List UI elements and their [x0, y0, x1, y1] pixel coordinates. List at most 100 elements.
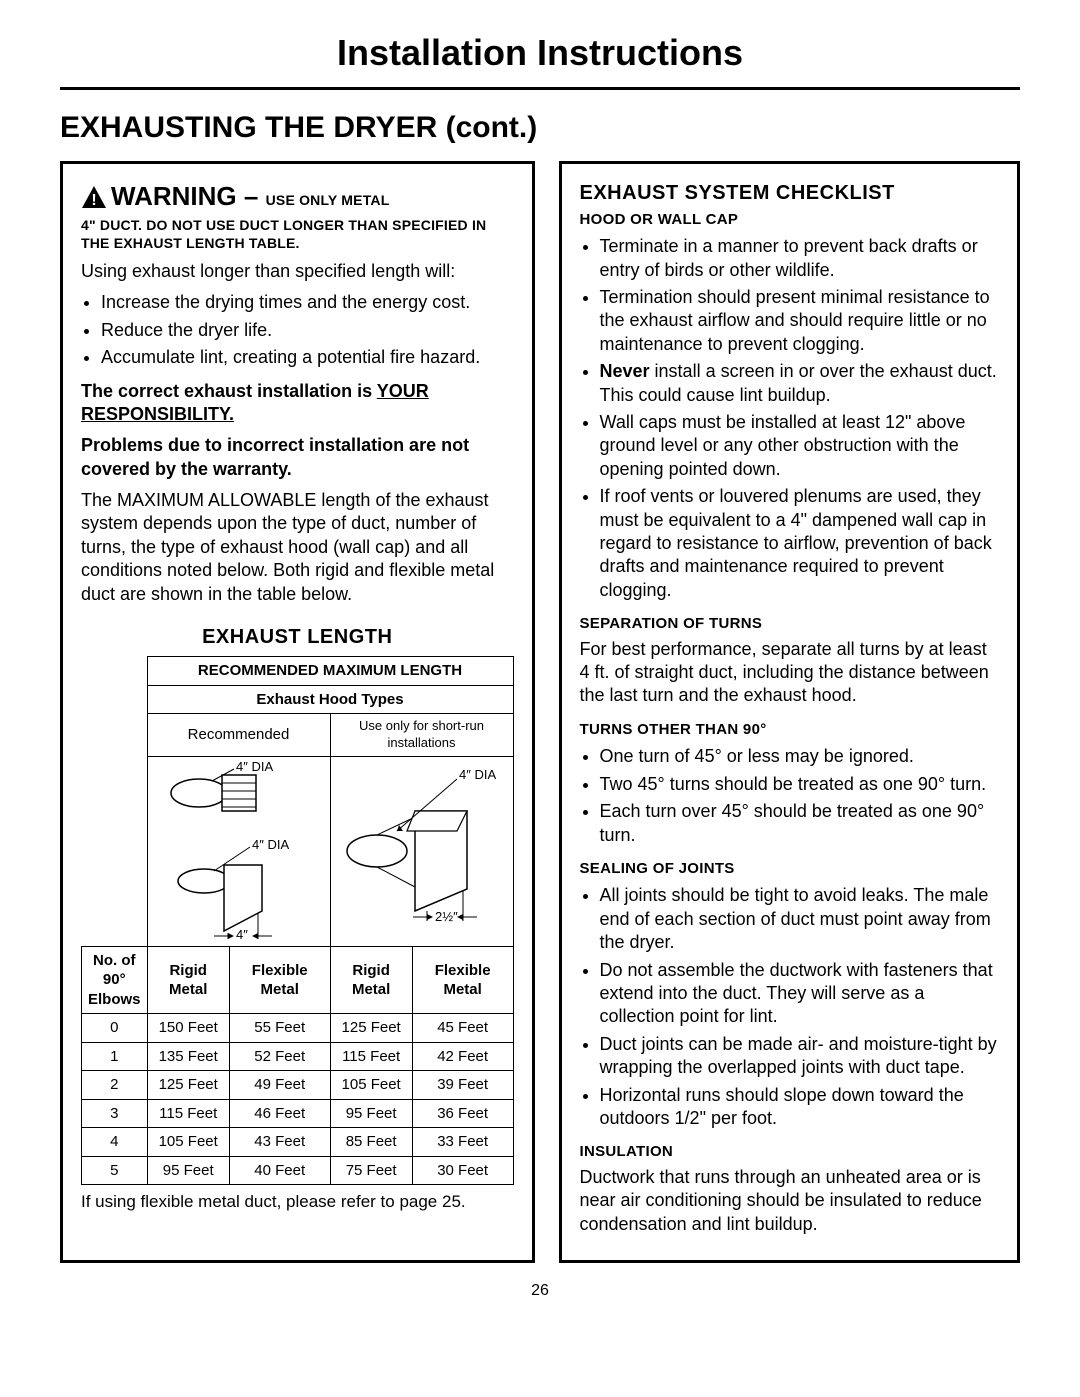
warning-triangle-icon: !: [81, 185, 107, 209]
never-rest: install a screen in or over the exhaust …: [600, 361, 997, 404]
seal-sub: SEALING OF JOINTS: [580, 859, 1000, 879]
seal-bullets: All joints should be tight to avoid leak…: [580, 884, 1000, 1130]
warning-block: ! WARNING – USE ONLY METAL 4" DUCT. DO N…: [81, 180, 514, 252]
svg-text:4″ DIA: 4″ DIA: [459, 767, 496, 782]
col-left-label: Recommended: [147, 714, 330, 757]
table-cell: 115 Feet: [330, 1042, 412, 1071]
table-row: 4105 Feet43 Feet85 Feet33 Feet: [82, 1128, 514, 1157]
table-cell: 55 Feet: [229, 1014, 330, 1043]
warning-bullets: Increase the drying times and the energy…: [81, 291, 514, 369]
table-footnote: If using flexible metal duct, please ref…: [81, 1191, 514, 1213]
hood-bullets: Terminate in a manner to prevent back dr…: [580, 235, 1000, 602]
intro-text: Using exhaust longer than specified leng…: [81, 260, 514, 283]
table-cell: 3: [82, 1099, 148, 1128]
table-cell: 52 Feet: [229, 1042, 330, 1071]
table-cell: 43 Feet: [229, 1128, 330, 1157]
list-item: All joints should be tight to avoid leak…: [600, 884, 1000, 954]
right-column: EXHAUST SYSTEM CHECKLIST HOOD OR WALL CA…: [559, 161, 1021, 1263]
horizontal-rule: [60, 87, 1020, 90]
section-heading: EXHAUSTING THE DRYER (cont.): [60, 108, 1020, 147]
th-rigid1: Rigid Metal: [147, 946, 229, 1014]
table-cell: 75 Feet: [330, 1156, 412, 1185]
sep-body: For best performance, separate all turns…: [580, 638, 1000, 708]
svg-text:2½″: 2½″: [435, 909, 458, 924]
list-item: Increase the drying times and the energy…: [101, 291, 514, 314]
warning-line2: 4" DUCT. DO NOT USE DUCT LONGER THAN SPE…: [81, 216, 514, 252]
table-cell: 46 Feet: [229, 1099, 330, 1128]
table-cell: 95 Feet: [330, 1099, 412, 1128]
table-cell: 85 Feet: [330, 1128, 412, 1157]
table-row: 595 Feet40 Feet75 Feet30 Feet: [82, 1156, 514, 1185]
table-cell: 0: [82, 1014, 148, 1043]
th-flex1: Flexible Metal: [229, 946, 330, 1014]
dia-label: 4″ DIA: [236, 761, 273, 774]
table-cell: 1: [82, 1042, 148, 1071]
table-row: 1135 Feet52 Feet115 Feet42 Feet: [82, 1042, 514, 1071]
responsibility-pre: The correct exhaust installation is: [81, 381, 377, 401]
page-title: Installation Instructions: [60, 30, 1020, 77]
hood-svg-right: 4″ DIA 2½″: [337, 761, 507, 941]
insul-body: Ductwork that runs through an unheated a…: [580, 1166, 1000, 1236]
turns-sub: TURNS OTHER THAN 90°: [580, 720, 1000, 740]
table-cell: 49 Feet: [229, 1071, 330, 1100]
exhaust-length-heading: EXHAUST LENGTH: [81, 624, 514, 650]
table-cell: 150 Feet: [147, 1014, 229, 1043]
table-cell: 36 Feet: [412, 1099, 513, 1128]
svg-text:4″ DIA: 4″ DIA: [252, 837, 289, 852]
th-flex2: Flexible Metal: [412, 946, 513, 1014]
hood-sub: HOOD OR WALL CAP: [580, 210, 1000, 230]
list-item: Horizontal runs should slope down toward…: [600, 1084, 1000, 1131]
list-item: Two 45° turns should be treated as one 9…: [600, 773, 1000, 796]
max-allowable-text: The MAXIMUM ALLOWABLE length of the exha…: [81, 489, 514, 606]
table-cell: 2: [82, 1071, 148, 1100]
table-cell: 42 Feet: [412, 1042, 513, 1071]
table-cell: 4: [82, 1128, 148, 1157]
th-elbows: No. of 90° Elbows: [82, 946, 148, 1014]
checklist-title: EXHAUST SYSTEM CHECKLIST: [580, 180, 1000, 206]
svg-text:4″: 4″: [236, 927, 248, 941]
responsibility-text: The correct exhaust installation is YOUR…: [81, 380, 514, 427]
table-cell: 105 Feet: [147, 1128, 229, 1157]
list-item: One turn of 45° or less may be ignored.: [600, 745, 1000, 768]
table-cell: 45 Feet: [412, 1014, 513, 1043]
table-cell: 33 Feet: [412, 1128, 513, 1157]
list-item: Each turn over 45° should be treated as …: [600, 800, 1000, 847]
table-hood-types: Exhaust Hood Types: [147, 685, 513, 714]
table-cell: 95 Feet: [147, 1156, 229, 1185]
hood-svg-left: 4″ DIA 4″ DIA 4″: [154, 761, 324, 941]
list-item: If roof vents or louvered plenums are us…: [600, 485, 1000, 602]
insul-sub: INSULATION: [580, 1142, 1000, 1162]
list-item: Wall caps must be installed at least 12"…: [600, 411, 1000, 481]
warning-dash: –: [237, 181, 266, 211]
table-row: 0150 Feet55 Feet125 Feet45 Feet: [82, 1014, 514, 1043]
col-right-label: Use only for short-run installations: [330, 714, 513, 757]
page-number: 26: [60, 1281, 1020, 1302]
warning-word: WARNING: [111, 181, 237, 211]
list-item: Terminate in a manner to prevent back dr…: [600, 235, 1000, 282]
table-cell: 125 Feet: [147, 1071, 229, 1100]
table-cell: 40 Feet: [229, 1156, 330, 1185]
exhaust-length-table: RECOMMENDED MAXIMUM LENGTH Exhaust Hood …: [81, 656, 514, 1185]
warning-upper: USE ONLY METAL: [266, 192, 390, 208]
table-cell: 115 Feet: [147, 1099, 229, 1128]
list-item: Do not assemble the ductwork with fasten…: [600, 959, 1000, 1029]
hood-diagram-right: 4″ DIA 2½″: [330, 756, 513, 946]
sep-sub: SEPARATION OF TURNS: [580, 614, 1000, 634]
table-row: 3115 Feet46 Feet95 Feet36 Feet: [82, 1099, 514, 1128]
two-column-layout: ! WARNING – USE ONLY METAL 4" DUCT. DO N…: [60, 161, 1020, 1263]
table-cell: 39 Feet: [412, 1071, 513, 1100]
left-column: ! WARNING – USE ONLY METAL 4" DUCT. DO N…: [60, 161, 535, 1263]
table-rec-max: RECOMMENDED MAXIMUM LENGTH: [147, 657, 513, 686]
th-rigid2: Rigid Metal: [330, 946, 412, 1014]
list-item: Duct joints can be made air- and moistur…: [600, 1033, 1000, 1080]
list-item: Accumulate lint, creating a potential fi…: [101, 346, 514, 369]
table-cell: 135 Feet: [147, 1042, 229, 1071]
list-item: Reduce the dryer life.: [101, 319, 514, 342]
svg-text:!: !: [91, 192, 96, 209]
table-cell: 125 Feet: [330, 1014, 412, 1043]
table-cell: 30 Feet: [412, 1156, 513, 1185]
table-row: 2125 Feet49 Feet105 Feet39 Feet: [82, 1071, 514, 1100]
turns-bullets: One turn of 45° or less may be ignored. …: [580, 745, 1000, 847]
list-item: Termination should present minimal resis…: [600, 286, 1000, 356]
table-cell: 105 Feet: [330, 1071, 412, 1100]
